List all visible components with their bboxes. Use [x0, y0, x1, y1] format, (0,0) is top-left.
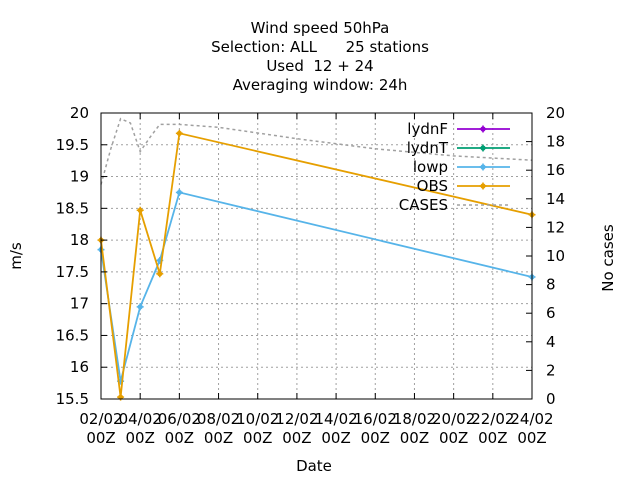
data-point-lowp	[136, 303, 144, 311]
title-line-3: Used 12 + 24	[266, 57, 373, 75]
x-tick-label: 00Z	[321, 429, 350, 447]
y-tick-label: 15.5	[56, 390, 89, 408]
marker-dot	[480, 183, 486, 189]
x-tick-label: 08/02	[197, 410, 240, 428]
x-tick-label: 20/02	[432, 410, 475, 428]
legend-marker-obs	[479, 182, 487, 190]
title-line-2: Selection: ALL 25 stations	[211, 38, 429, 56]
series-layer	[97, 117, 536, 401]
x-tick-label: 00Z	[361, 429, 390, 447]
y2-tick-label: 14	[546, 190, 565, 208]
legend-label-lydnt: lydnT	[407, 139, 449, 157]
y-axis-label: m/s	[7, 242, 25, 270]
y2-tick-label: 8	[546, 276, 556, 294]
y2-tick-label: 20	[546, 104, 565, 122]
y2-tick-label: 2	[546, 361, 556, 379]
y-tick-label: 19	[70, 168, 89, 186]
y-tick-label: 16	[70, 358, 89, 376]
data-point-obs	[117, 393, 125, 401]
plot-frame	[100, 112, 533, 400]
marker-dot	[176, 130, 182, 136]
legend-marker-lydnf	[479, 125, 487, 133]
legend-marker-lydnt	[479, 144, 487, 152]
data-point-obs	[136, 206, 144, 214]
y-tick-label: 16.5	[56, 326, 89, 344]
y2-tick-label: 18	[546, 133, 565, 151]
x-tick-label: 00Z	[204, 429, 233, 447]
x-tick-label: 00Z	[165, 429, 194, 447]
y2-axis-label: No cases	[599, 224, 617, 292]
title-line-4: Averaging window: 24h	[233, 76, 408, 94]
y-tick-label: 19.5	[56, 136, 89, 154]
x-tick-label: 00Z	[86, 429, 115, 447]
series-line-cases	[100, 117, 533, 185]
x-tick-label: 06/02	[158, 410, 201, 428]
x-tick-label: 04/02	[119, 410, 162, 428]
x-tick-label: 00Z	[282, 429, 311, 447]
legend-label-cases: CASES	[399, 196, 448, 214]
x-tick-label: 00Z	[400, 429, 429, 447]
legend-item-obs: OBS	[417, 177, 510, 195]
x-tick-label: 24/02	[510, 410, 553, 428]
axis-ticks: 02/0200Z04/0200Z06/0200Z08/0200Z10/0200Z…	[56, 104, 566, 447]
x-tick-label: 22/02	[471, 410, 514, 428]
data-point-lowp	[175, 188, 183, 196]
legend-label-obs: OBS	[417, 177, 448, 195]
legend-item-lowp: lowp	[413, 158, 510, 176]
y2-tick-label: 16	[546, 161, 565, 179]
x-axis-label: Date	[296, 457, 332, 475]
y-tick-label: 17	[70, 295, 89, 313]
legend-label-lowp: lowp	[413, 158, 448, 176]
x-tick-label: 00Z	[517, 429, 546, 447]
x-tick-label: 00Z	[439, 429, 468, 447]
x-tick-label: 14/02	[314, 410, 357, 428]
marker-dot	[480, 164, 486, 170]
legend-label-lydnf: lydnF	[407, 120, 448, 138]
x-tick-label: 16/02	[354, 410, 397, 428]
x-tick-label: 12/02	[275, 410, 318, 428]
x-tick-label: 18/02	[393, 410, 436, 428]
marker-dot	[117, 394, 124, 400]
grid	[101, 113, 532, 399]
y2-tick-label: 10	[546, 247, 565, 265]
data-point-obs	[156, 270, 164, 278]
y2-tick-label: 6	[546, 304, 556, 322]
marker-dot	[480, 145, 486, 151]
series-line-obs	[100, 132, 533, 398]
y2-tick-label: 12	[546, 218, 565, 236]
chart-title: Wind speed 50hPa Selection: ALL 25 stati…	[211, 19, 429, 94]
legend-item-cases: CASES	[399, 196, 510, 214]
marker-dot	[137, 304, 143, 310]
y2-tick-label: 0	[546, 390, 556, 408]
data-point-obs	[175, 129, 183, 137]
y-tick-label: 18.5	[56, 199, 89, 217]
y-tick-label: 17.5	[56, 263, 89, 281]
x-tick-label: 00Z	[478, 429, 507, 447]
legend-item-lydnf: lydnF	[407, 120, 510, 138]
marker-dot	[137, 207, 143, 213]
y2-tick-label: 4	[546, 333, 556, 351]
x-tick-label: 00Z	[125, 429, 154, 447]
y-tick-label: 18	[70, 231, 89, 249]
legend-marker-lowp	[479, 163, 487, 171]
series-line-lowp	[100, 191, 533, 382]
x-tick-label: 00Z	[243, 429, 272, 447]
marker-dot	[157, 271, 163, 277]
x-tick-label: 10/02	[236, 410, 279, 428]
marker-dot	[480, 126, 486, 132]
x-tick-label: 02/02	[79, 410, 122, 428]
marker-dot	[176, 189, 182, 196]
legend-item-lydnt: lydnT	[407, 139, 510, 157]
y-tick-label: 20	[70, 104, 89, 122]
title-line-1: Wind speed 50hPa	[251, 19, 390, 37]
